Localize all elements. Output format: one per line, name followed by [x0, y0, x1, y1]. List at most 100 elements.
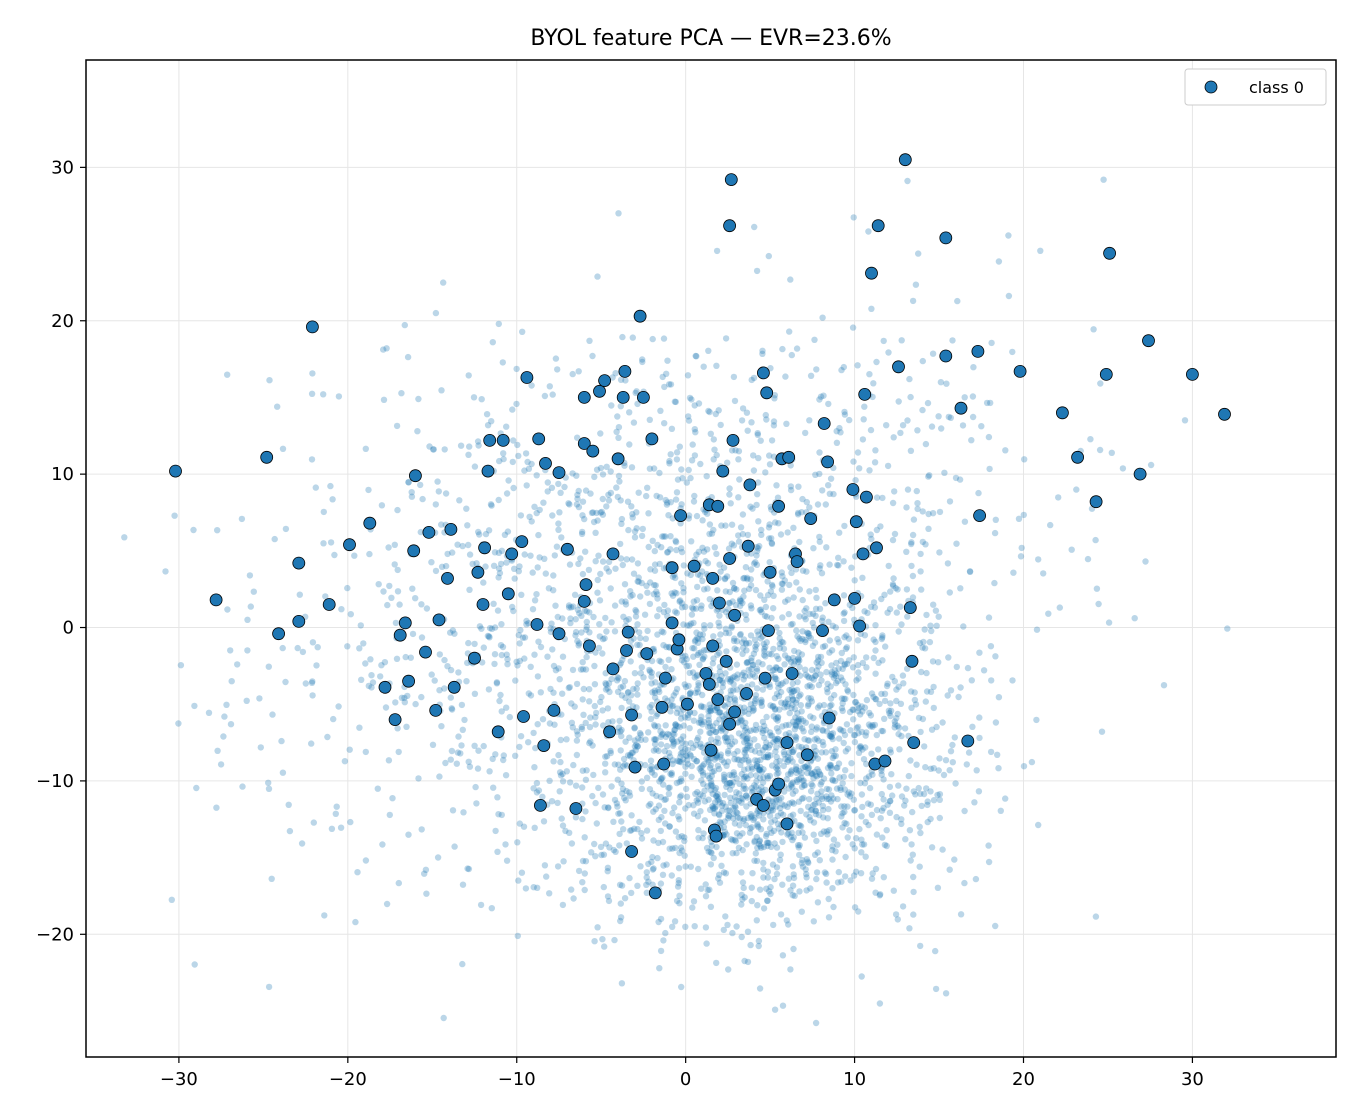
background-point: [714, 793, 721, 801]
background-point: [716, 879, 724, 886]
background-point: [825, 914, 833, 921]
background-point: [660, 533, 667, 540]
background-point: [487, 501, 495, 508]
background-point: [796, 613, 803, 620]
background-point: [716, 818, 724, 825]
background-point: [621, 761, 628, 768]
background-point: [730, 810, 737, 817]
background-point: [726, 696, 734, 703]
background-point: [811, 743, 818, 750]
background-point: [418, 601, 425, 608]
class-0-point: [762, 624, 775, 637]
background-point: [559, 901, 567, 909]
background-point: [723, 762, 730, 769]
background-point: [890, 887, 897, 894]
background-point: [672, 722, 679, 729]
background-point: [887, 797, 894, 805]
plot-frame: [85, 59, 1337, 1058]
background-point: [813, 366, 820, 373]
background-point: [804, 737, 812, 744]
background-point: [568, 719, 576, 726]
background-point: [886, 605, 894, 613]
background-point: [494, 848, 501, 855]
background-point: [493, 680, 501, 687]
background-point: [711, 544, 718, 551]
class-0-point: [757, 366, 770, 380]
background-point: [810, 714, 817, 722]
background-point: [356, 724, 363, 731]
background-point: [629, 510, 636, 518]
background-point: [947, 748, 955, 755]
background-point: [737, 598, 745, 605]
background-point: [234, 661, 241, 668]
background-point: [848, 772, 855, 780]
background-point: [813, 726, 820, 733]
background-point: [881, 841, 889, 849]
background-point: [758, 526, 765, 534]
background-point: [713, 754, 720, 761]
background-point: [666, 753, 674, 760]
background-point: [583, 623, 590, 630]
background-point: [726, 742, 733, 750]
background-point: [464, 865, 471, 872]
background-point: [763, 613, 770, 620]
background-point: [756, 774, 764, 782]
background-point: [617, 684, 624, 691]
background-point: [749, 505, 756, 512]
background-point: [909, 594, 917, 601]
background-point: [843, 660, 851, 667]
background-point: [704, 546, 711, 553]
background-point: [951, 734, 958, 741]
background-point: [357, 622, 364, 629]
background-point: [841, 522, 848, 530]
background-point: [731, 836, 739, 843]
background-point: [535, 531, 542, 539]
background-point: [691, 452, 699, 459]
background-point: [643, 869, 650, 876]
background-point: [789, 748, 797, 756]
background-point: [615, 210, 622, 217]
background-point: [743, 792, 750, 799]
background-point: [642, 761, 649, 769]
background-point: [721, 575, 729, 583]
background-point: [840, 695, 848, 702]
background-point: [907, 393, 914, 401]
background-point: [784, 703, 791, 710]
background-point: [942, 990, 950, 997]
background-point: [627, 658, 634, 665]
background-point: [733, 809, 740, 816]
background-point: [828, 662, 835, 669]
background-point: [924, 798, 931, 805]
background-point: [725, 700, 732, 708]
background-point: [531, 503, 538, 510]
background-point: [791, 658, 798, 665]
background-point: [770, 713, 777, 720]
background-point: [870, 693, 877, 701]
background-point: [766, 741, 774, 749]
background-point: [855, 675, 862, 682]
background-point: [872, 889, 879, 896]
background-point: [880, 776, 887, 783]
background-point: [812, 1019, 820, 1027]
background-point: [758, 608, 765, 616]
background-point: [780, 748, 788, 756]
background-point: [572, 616, 579, 623]
background-point: [566, 779, 574, 786]
background-point: [807, 713, 814, 720]
background-point: [740, 884, 747, 892]
background-point: [706, 774, 713, 782]
background-point: [581, 870, 588, 877]
background-point: [728, 540, 735, 547]
background-point: [557, 758, 564, 766]
background-point: [744, 765, 752, 772]
background-point: [804, 765, 812, 772]
background-point: [849, 604, 856, 612]
background-point: [887, 712, 894, 720]
background-point: [653, 588, 660, 595]
background-point: [500, 752, 507, 759]
background-point: [764, 751, 772, 758]
background-point: [793, 769, 800, 776]
background-point: [799, 495, 806, 503]
class-0-point: [659, 671, 672, 685]
background-point: [682, 603, 689, 610]
